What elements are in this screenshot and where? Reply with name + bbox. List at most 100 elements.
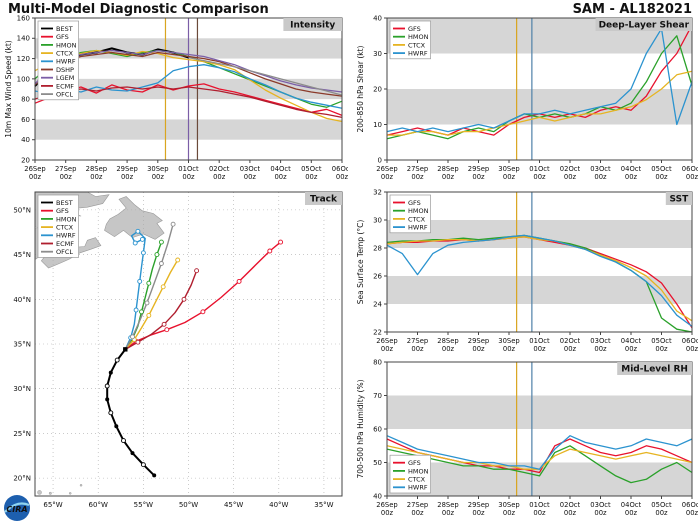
legend-label-ctcx: CTCX xyxy=(56,50,74,58)
x-tick-label: 05Oct xyxy=(301,165,322,173)
track-marker xyxy=(267,248,273,254)
track-marker xyxy=(135,339,141,345)
track-marker xyxy=(139,309,144,315)
y-tick-label: 100 xyxy=(17,75,30,83)
x-tick-sublabel: 00z xyxy=(244,173,257,181)
x-tick-sublabel: 00z xyxy=(381,345,394,353)
legend-label-ecmf: ECMF xyxy=(56,240,74,248)
track-marker xyxy=(108,370,113,375)
x-tick-label: 26Sep xyxy=(376,165,397,173)
track-marker xyxy=(160,284,166,290)
x-tick-label: 02Oct xyxy=(560,337,581,345)
x-tick-sublabel: 00z xyxy=(686,173,698,181)
x-tick-sublabel: 00z xyxy=(442,345,455,353)
track-marker xyxy=(140,462,146,468)
y-axis-label: 10m Max Wind Speed (kt) xyxy=(4,40,13,137)
x-tick-sublabel: 00z xyxy=(564,173,577,181)
y-axis-label: 700-500 hPa Humidity (%) xyxy=(356,379,365,478)
shaded-band xyxy=(387,462,692,496)
x-tick-label: 01Oct xyxy=(178,165,199,173)
legend-label-gfs: GFS xyxy=(408,459,421,467)
shaded-band xyxy=(387,220,692,248)
y-tick-label: 60 xyxy=(373,425,382,433)
ctcx-series-line xyxy=(386,236,693,322)
track-marker xyxy=(236,278,242,284)
x-tick-label: 29Sep xyxy=(468,165,489,173)
y-tick-label: 40 xyxy=(21,136,30,144)
x-tick-label: 06Oct xyxy=(332,165,348,173)
y-tick-label: 30 xyxy=(373,50,382,58)
x-tick-sublabel: 00z xyxy=(442,173,455,181)
track-marker xyxy=(154,252,160,258)
panel-title: Intensity xyxy=(290,21,335,31)
y-tick-label: 80 xyxy=(373,358,382,366)
legend-label-hmon: HMON xyxy=(408,467,429,475)
legend-label-gfs: GFS xyxy=(56,207,69,215)
intensity-panel: 2040608010012014016026Sep00z27Sep00z28Se… xyxy=(4,14,348,181)
current-position-marker xyxy=(123,347,128,352)
mid-level-rh-panel: 405060708026Sep00z27Sep00z28Sep00z29Sep0… xyxy=(356,358,698,517)
x-tick-sublabel: 00z xyxy=(655,345,668,353)
track-marker xyxy=(137,278,143,284)
x-tick-sublabel: 00z xyxy=(533,173,546,181)
track-marker xyxy=(114,424,119,429)
x-tick-label: 30Sep xyxy=(498,337,519,345)
x-tick-sublabel: 00z xyxy=(442,509,455,517)
panel-title-box xyxy=(595,18,692,31)
x-tick-sublabel: 00z xyxy=(594,173,607,181)
lat-tick-label: 35°N xyxy=(13,341,31,349)
x-tick-label: 01Oct xyxy=(529,165,550,173)
track-marker xyxy=(152,473,157,478)
x-tick-sublabel: 00z xyxy=(533,509,546,517)
x-tick-label: 27Sep xyxy=(407,501,428,509)
track-marker xyxy=(105,397,110,402)
x-tick-sublabel: 00z xyxy=(336,173,348,181)
y-tick-label: 26 xyxy=(373,272,382,280)
x-tick-sublabel: 00z xyxy=(655,509,668,517)
x-tick-sublabel: 00z xyxy=(381,509,394,517)
sst-panel: 22242628303226Sep00z27Sep00z28Sep00z29Se… xyxy=(356,188,698,353)
x-tick-sublabel: 00z xyxy=(213,173,226,181)
track-marker xyxy=(135,228,141,234)
y-tick-label: 32 xyxy=(373,188,382,196)
x-tick-label: 04Oct xyxy=(621,501,642,509)
y-tick-label: 40 xyxy=(373,492,382,500)
x-tick-label: 27Sep xyxy=(407,337,428,345)
lon-tick-label: 45°W xyxy=(224,501,243,509)
track-marker xyxy=(132,240,138,246)
hwrf-track-line xyxy=(124,230,146,350)
track-marker xyxy=(130,334,135,340)
y-tick-label: 20 xyxy=(21,156,30,164)
x-tick-label: 27Sep xyxy=(407,165,428,173)
x-tick-label: 30Sep xyxy=(147,165,168,173)
dshp-series-line xyxy=(34,51,343,97)
ofcl-track-line xyxy=(124,224,174,350)
y-tick-label: 40 xyxy=(373,14,382,22)
panel-title-box xyxy=(283,18,342,31)
track-marker xyxy=(121,438,126,444)
lat-tick-label: 20°N xyxy=(13,475,31,483)
x-tick-sublabel: 00z xyxy=(533,345,546,353)
island xyxy=(68,492,72,495)
lat-tick-label: 45°N xyxy=(13,251,31,259)
shaded-band xyxy=(387,89,692,125)
x-tick-label: 28Sep xyxy=(437,337,458,345)
track-marker xyxy=(139,236,145,242)
lat-tick-label: 25°N xyxy=(13,430,31,438)
x-tick-label: 04Oct xyxy=(621,337,642,345)
panel-title: Track xyxy=(310,195,338,205)
x-tick-label: 06Oct xyxy=(682,165,698,173)
hwrf-series-line xyxy=(386,234,693,327)
track-marker xyxy=(108,410,114,416)
hwrf-series-line xyxy=(34,64,343,109)
track-marker xyxy=(130,451,135,456)
plot-frame xyxy=(386,191,693,333)
x-tick-label: 06Oct xyxy=(682,337,698,345)
x-tick-label: 01Oct xyxy=(529,501,550,509)
cira-logo-globe xyxy=(4,495,30,521)
x-tick-sublabel: 00z xyxy=(411,345,424,353)
y-axis-label: Sea Surface Temp (°C) xyxy=(356,220,365,305)
cira-logo-swoosh xyxy=(4,502,30,513)
x-tick-sublabel: 00z xyxy=(503,345,516,353)
